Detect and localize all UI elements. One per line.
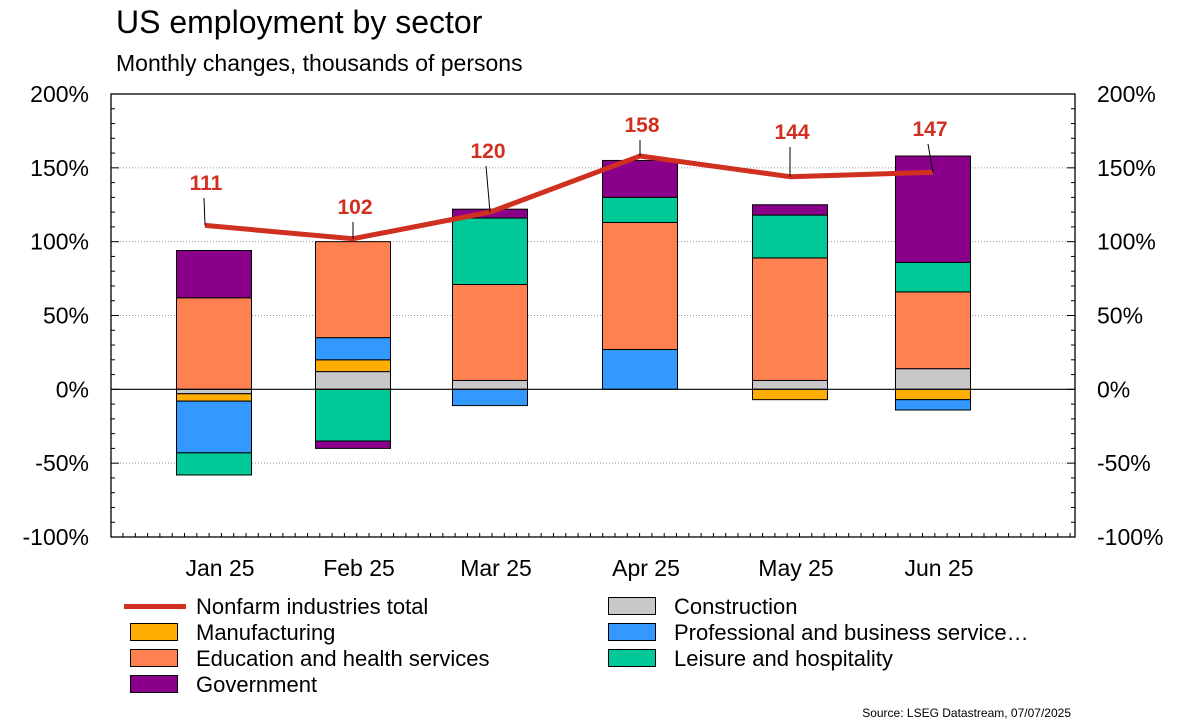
- bar-segment: [752, 204, 828, 216]
- y-tick-label-right: 200%: [1097, 81, 1156, 107]
- chart-area: -100% -100% -50% -50% 0% 0% 50% 50% 100% 100% 150%…: [23, 81, 1164, 581]
- bar-segment: [752, 214, 828, 259]
- label-leader: [485, 165, 491, 213]
- bar-segment: [752, 388, 828, 401]
- y-tick-label-right: 150%: [1097, 155, 1156, 181]
- bar-segment: [176, 400, 252, 454]
- legend-box-swatch: [608, 597, 656, 615]
- legend-label: Professional and business service…: [674, 620, 1029, 645]
- plot-frame: [110, 93, 1076, 538]
- bar-segment: [895, 291, 971, 370]
- legend-label: Nonfarm industries total: [196, 594, 429, 619]
- legend-label: Construction: [674, 594, 798, 619]
- bar-segment: [176, 297, 252, 390]
- bar-segment: [452, 379, 528, 390]
- legend-label: Leisure and hospitality: [674, 646, 893, 671]
- bar-segment: [895, 261, 971, 293]
- y-tick-label-right: 50%: [1097, 303, 1143, 329]
- bar-segment: [452, 283, 528, 381]
- y-tick-label-right: -50%: [1097, 450, 1151, 476]
- label-leader: [927, 143, 934, 173]
- bar-segment: [176, 452, 252, 476]
- bar-segment: [315, 359, 391, 373]
- bar-segment: [895, 399, 971, 411]
- data-label: 111: [190, 172, 223, 195]
- data-label: 147: [912, 118, 947, 141]
- bar-segment: [452, 388, 528, 407]
- bar-segment: [752, 379, 828, 390]
- bar-segment: [895, 368, 971, 390]
- y-tick-label-left: 0%: [56, 376, 89, 402]
- data-label: 144: [774, 121, 809, 144]
- legend-label: Education and health services: [196, 646, 490, 671]
- legend-box-swatch: [130, 675, 178, 693]
- bar-segment: [176, 393, 252, 402]
- data-label: 120: [470, 140, 505, 163]
- data-label: 102: [337, 196, 372, 219]
- bar-segment: [315, 388, 391, 442]
- source-note: Source: LSEG Datastream, 07/07/2025: [862, 706, 1071, 720]
- bar-segment: [452, 217, 528, 285]
- bar-segment: [315, 337, 391, 361]
- bar-segment: [602, 221, 678, 350]
- x-tick-label: Jun 25: [904, 555, 973, 581]
- y-tick-label-right: 0%: [1097, 376, 1130, 402]
- legend-box-swatch: [608, 623, 656, 641]
- chart-subtitle: Monthly changes, thousands of persons: [116, 50, 523, 76]
- y-tick-label-left: 200%: [30, 81, 89, 107]
- chart-title: US employment by sector: [116, 4, 483, 40]
- bar-segment: [602, 348, 678, 390]
- bar-segment: [895, 388, 971, 401]
- total-line: [204, 153, 934, 242]
- data-label: 158: [624, 114, 659, 137]
- legend-box-swatch: [608, 649, 656, 667]
- bar-segment: [602, 196, 678, 223]
- y-tick-label-left: -100%: [23, 524, 89, 550]
- y-tick-label-left: 50%: [43, 303, 89, 329]
- y-tick-label-right: -100%: [1097, 524, 1163, 550]
- bar-segment: [315, 440, 391, 449]
- bar-segment: [176, 250, 252, 299]
- legend-label: Government: [196, 672, 318, 697]
- legend-line-swatch: [124, 604, 186, 609]
- x-tick-label: Feb 25: [323, 555, 395, 581]
- x-tick-label: Apr 25: [612, 555, 680, 581]
- legend-label: Manufacturing: [196, 620, 336, 645]
- legend-box-swatch: [130, 623, 178, 641]
- label-leader: [203, 197, 206, 226]
- x-tick-label: Jan 25: [185, 555, 254, 581]
- y-tick-label-right: 100%: [1097, 229, 1156, 255]
- legend-box-swatch: [130, 649, 178, 667]
- x-tick-label: May 25: [758, 555, 833, 581]
- bar-segment: [315, 371, 391, 390]
- bar-segment: [315, 241, 391, 339]
- bar-segment: [176, 388, 252, 395]
- bar-segment: [752, 257, 828, 381]
- x-tick-label: Mar 25: [460, 555, 532, 581]
- y-tick-label-left: 100%: [30, 229, 89, 255]
- y-tick-label-left: -50%: [35, 450, 89, 476]
- y-tick-label-left: 150%: [30, 155, 89, 181]
